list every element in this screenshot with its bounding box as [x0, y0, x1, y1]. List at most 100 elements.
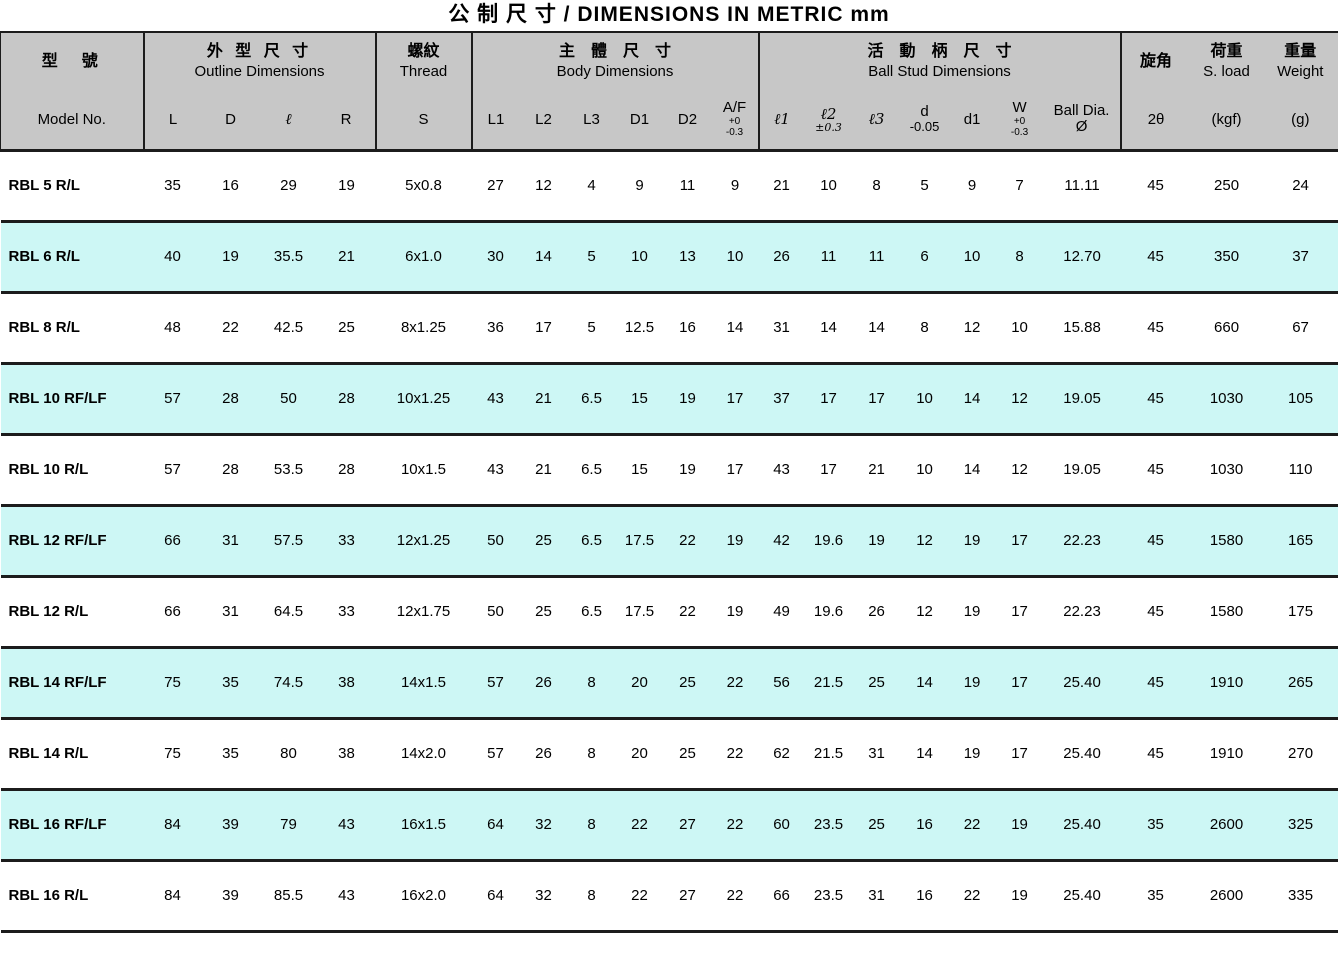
value-cell: 37	[758, 363, 805, 436]
value-cell: 9	[615, 150, 664, 223]
load-zh-label: 荷重	[1210, 43, 1243, 60]
af-label: A/F	[722, 99, 747, 117]
value-cell: 21	[852, 434, 901, 507]
value-cell: 8	[900, 292, 949, 365]
value-cell: 16	[900, 789, 949, 862]
col-D: D	[201, 90, 260, 152]
value-cell: 79	[259, 789, 318, 862]
value-cell: 25.40	[1043, 718, 1121, 791]
value-cell: 10x1.25	[375, 363, 472, 436]
outline-en-label: Outline Dimensions	[194, 63, 325, 80]
value-cell: 19	[995, 789, 1044, 862]
value-cell: 1580	[1190, 505, 1263, 578]
value-cell: 45	[1120, 718, 1191, 791]
value-cell: 1910	[1190, 718, 1263, 791]
value-cell: 5	[567, 221, 616, 294]
body-en-label: Body Dimensions	[556, 63, 674, 80]
value-cell: 325	[1262, 789, 1338, 862]
value-cell: 25.40	[1043, 647, 1121, 720]
af-tol-top: +0	[728, 116, 741, 128]
col-ell2: ℓ2 ±0.3	[804, 90, 853, 152]
value-cell: 19	[711, 576, 759, 649]
value-cell: 19	[948, 647, 996, 720]
table-row: RBL 12 R/L 66 31 64.5 33 12x1.75 50 25 6.5 17.5 22…	[0, 576, 1338, 649]
value-cell: 45	[1120, 363, 1191, 436]
table-body: RBL 5 R/L 35 16 29 19 5x0.8 27 12 4 9 11 9 21 10 8 5 9 7 1…	[0, 150, 1338, 933]
value-cell: 8	[567, 860, 616, 933]
value-cell: 1030	[1190, 363, 1263, 436]
value-cell: 13	[663, 221, 712, 294]
value-cell: 12x1.25	[375, 505, 472, 578]
w-tol-top: +0	[1013, 116, 1026, 128]
value-cell: 22.23	[1043, 505, 1121, 578]
value-cell: 48	[143, 292, 202, 365]
value-cell: 19	[711, 505, 759, 578]
value-cell: 9	[948, 150, 996, 223]
value-cell: 75	[143, 718, 202, 791]
col-R: R	[317, 90, 377, 152]
value-cell: 10	[615, 221, 664, 294]
colgroup-ball-stud: 活 動 柄 尺 寸 Ball Stud Dimensions	[758, 31, 1122, 90]
value-cell: 27	[663, 860, 712, 933]
value-cell: 10	[900, 434, 949, 507]
colgroup-thread: 螺紋 Thread	[375, 31, 473, 90]
value-cell: 7	[995, 150, 1044, 223]
value-cell: 22	[711, 860, 759, 933]
angle-zh-label: 旋角	[1140, 52, 1173, 70]
value-cell: 50	[471, 505, 520, 578]
table-row: RBL 6 R/L 40 19 35.5 21 6x1.0 30 14 5 10 13 10 26 11 1…	[0, 221, 1338, 294]
value-cell: 6.5	[567, 434, 616, 507]
table-row: RBL 14 RF/LF 75 35 74.5 38 14x1.5 57 26 8 20 25 22 5…	[0, 647, 1338, 720]
value-cell: 9	[711, 150, 759, 223]
value-cell: 67	[1262, 292, 1338, 365]
thread-en-label: Thread	[399, 63, 448, 80]
value-cell: 25	[852, 789, 901, 862]
value-cell: 14x2.0	[375, 718, 472, 791]
value-cell: 12	[900, 505, 949, 578]
value-cell: 57	[143, 363, 202, 436]
value-cell: 17	[995, 718, 1044, 791]
value-cell: 19.05	[1043, 434, 1121, 507]
value-cell: 27	[471, 150, 520, 223]
value-cell: 350	[1190, 221, 1263, 294]
value-cell: 25	[663, 647, 712, 720]
value-cell: 23.5	[804, 860, 853, 933]
value-cell: 64	[471, 860, 520, 933]
col-g: (g)	[1262, 90, 1338, 152]
value-cell: 84	[143, 789, 202, 862]
value-cell: 57	[143, 434, 202, 507]
value-cell: 31	[758, 292, 805, 365]
value-cell: 31	[201, 505, 260, 578]
value-cell: 21	[758, 150, 805, 223]
value-cell: 2600	[1190, 789, 1263, 862]
value-cell: 19	[948, 505, 996, 578]
col-S: S	[375, 90, 473, 152]
value-cell: 56	[758, 647, 805, 720]
value-cell: 6.5	[567, 363, 616, 436]
colgroup-outline: 外 型 尺 寸 Outline Dimensions	[143, 31, 377, 90]
value-cell: 43	[758, 434, 805, 507]
value-cell: 14	[900, 647, 949, 720]
value-cell: 10	[995, 292, 1044, 365]
ell2-label: ℓ2	[820, 104, 837, 123]
outline-zh-label: 外 型 尺 寸	[206, 43, 313, 60]
value-cell: 110	[1262, 434, 1338, 507]
model-cell: RBL 16 R/L	[0, 860, 144, 933]
value-cell: 270	[1262, 718, 1338, 791]
table-row: RBL 5 R/L 35 16 29 19 5x0.8 27 12 4 9 11 9 21 10 8 5 9 7 1…	[0, 150, 1338, 223]
value-cell: 16	[201, 150, 260, 223]
value-cell: 17	[995, 647, 1044, 720]
value-cell: 14	[948, 363, 996, 436]
value-cell: 60	[758, 789, 805, 862]
value-cell: 22	[615, 789, 664, 862]
table-row: RBL 14 R/L 75 35 80 38 14x2.0 57 26 8 20 25 22 62 21.…	[0, 718, 1338, 791]
value-cell: 45	[1120, 150, 1191, 223]
value-cell: 84	[143, 860, 202, 933]
weight-en-label: Weight	[1277, 63, 1324, 80]
value-cell: 29	[259, 150, 318, 223]
value-cell: 105	[1262, 363, 1338, 436]
value-cell: 35	[201, 718, 260, 791]
col-angle-header: 旋角	[1120, 31, 1191, 90]
value-cell: 66	[143, 505, 202, 578]
value-cell: 28	[317, 363, 376, 436]
